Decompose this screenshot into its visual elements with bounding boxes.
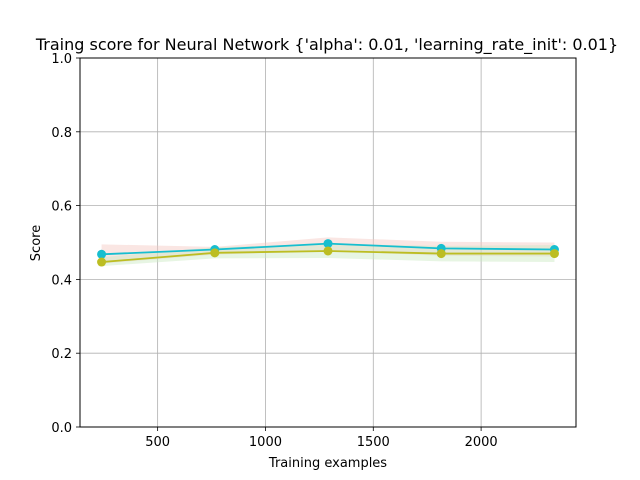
series-2-point — [436, 249, 446, 259]
y-tick-label: 0.4 — [51, 273, 72, 288]
series-1-point — [323, 239, 333, 249]
x-ticks: 500 1000 1500 2000 — [145, 427, 498, 450]
series-1-point — [97, 249, 107, 259]
x-tick-label: 1000 — [249, 435, 282, 450]
series-2-point — [323, 246, 333, 256]
x-tick-label: 2000 — [465, 435, 498, 450]
x-tick-label: 1500 — [357, 435, 390, 450]
plot-frame — [79, 57, 577, 428]
y-tick-label: 0.0 — [51, 421, 72, 436]
series-2-point — [97, 257, 107, 267]
y-tick-label: 1.0 — [51, 52, 72, 67]
x-axis-label: Training examples — [268, 456, 387, 471]
chart-title: Traing score for Neural Network {'alpha'… — [35, 35, 618, 55]
x-tick-label: 500 — [145, 435, 170, 450]
y-tick-label: 0.2 — [51, 347, 72, 362]
y-tick-label: 0.8 — [51, 126, 72, 141]
series-2-point — [210, 248, 220, 258]
y-axis-label: Score — [29, 225, 44, 261]
series-points — [97, 239, 559, 267]
y-ticks: 0.0 0.2 0.4 0.6 0.8 1.0 — [51, 52, 80, 436]
series-2-point — [549, 249, 559, 259]
y-tick-label: 0.6 — [51, 200, 72, 215]
